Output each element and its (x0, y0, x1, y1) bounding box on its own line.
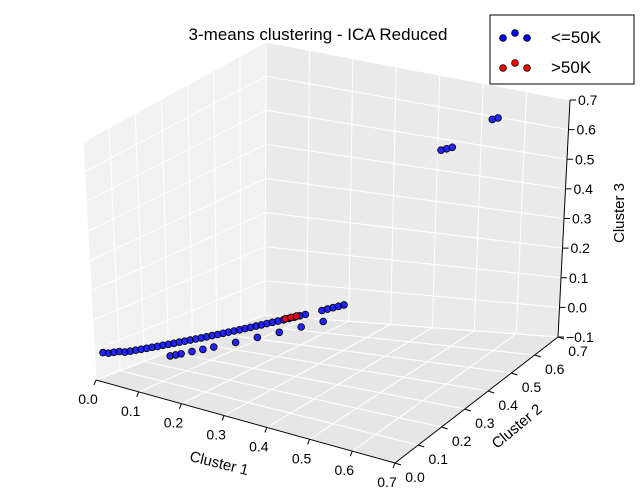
x-tick-label: 0.1 (121, 403, 141, 419)
scatter-points (99, 114, 502, 360)
z-gridline (90, 212, 563, 292)
z-tick-label: 0.5 (575, 151, 595, 167)
y-tick-label: 0.2 (452, 433, 472, 449)
z-tick-label: 0.6 (577, 122, 597, 138)
data-point-le50k (340, 301, 348, 309)
y-tick-label: 0.5 (522, 379, 542, 395)
x-axis-ticks: 0.0 0.1 0.2 0.3 0.4 0.5 0.6 0.7 (78, 379, 397, 490)
legend-label: >50K (551, 58, 592, 77)
x-tick-mark (93, 379, 97, 386)
data-point-le50k (210, 343, 218, 351)
x-tick-mark (349, 450, 353, 457)
y-tick-label: 0.1 (429, 451, 449, 467)
y-axis-ticks: 0.00.10.20.30.40.50.60.7 (394, 336, 588, 485)
back-right-pane (265, 42, 570, 337)
x-tick-label: 0.0 (78, 391, 98, 407)
y-tick-mark (394, 462, 402, 466)
z-axis-label: Cluster 3 (611, 183, 628, 243)
data-point-le50k (177, 349, 185, 358)
x-tick-label: 0.7 (377, 474, 397, 490)
data-point-le50k (275, 328, 284, 337)
data-point-le50k (448, 143, 457, 152)
x-tick-label: 0.2 (164, 415, 184, 431)
y-tick-mark (487, 390, 495, 394)
z-tick-label: 0.7 (578, 92, 598, 108)
z-tick-label: 0.2 (571, 240, 591, 256)
chart-title: 3-means clustering - ICA Reduced (189, 25, 448, 44)
z-tick-label: −0.1 (566, 329, 594, 345)
z-tick-label: 0.3 (572, 211, 592, 227)
data-point-le50k (319, 317, 328, 326)
legend-marker (523, 34, 531, 42)
z-gridline (82, 41, 571, 143)
z-gridline (87, 143, 566, 232)
axis-panes (83, 42, 570, 463)
y-tick-label: 0.6 (545, 361, 565, 377)
legend-marker (523, 64, 531, 72)
x-axis-line (95, 379, 396, 464)
legend-items: <=50K >50K (499, 28, 602, 77)
z-axis-ticks: −0.1 0.0 0.1 0.2 0.3 0.4 0.5 0.6 0.7 (558, 92, 598, 345)
z-gridline (89, 177, 565, 262)
x-tick-mark (136, 391, 140, 398)
y-tick-label: 0.4 (498, 397, 518, 413)
z-gridline (92, 246, 562, 321)
y-tick-label: 0.7 (568, 343, 588, 359)
data-point-gt50k (292, 312, 301, 320)
legend-marker (499, 34, 507, 42)
z-gridline (84, 75, 569, 173)
x-tick-label: 0.6 (335, 462, 355, 478)
x-tick-mark (178, 403, 182, 409)
data-point-le50k (231, 338, 240, 347)
legend: <=50K >50K (489, 14, 635, 85)
x-tick-mark (307, 439, 311, 445)
z-gridline (86, 109, 568, 202)
x-tick-mark (221, 415, 225, 421)
back-left-pane (83, 42, 266, 380)
data-point-le50k (297, 323, 306, 331)
legend-marker (511, 59, 519, 67)
z-gridline (94, 280, 560, 351)
x-tick-label: 0.4 (249, 438, 269, 454)
y-tick-mark (464, 408, 472, 412)
data-point-le50k (188, 347, 196, 356)
data-point-le50k (253, 333, 262, 342)
data-point-le50k (199, 345, 207, 354)
z-tick-label: 0.4 (574, 181, 594, 197)
data-point-le50k (494, 114, 502, 122)
y-tick-mark (511, 372, 518, 376)
x-tick-mark (264, 427, 268, 433)
y-tick-mark (441, 426, 448, 430)
y-axis-line (394, 336, 559, 464)
x-tick-mark (392, 462, 396, 469)
y-tick-mark (534, 354, 541, 358)
legend-box (489, 14, 635, 85)
legend-marker (499, 64, 507, 72)
legend-label: <=50K (551, 28, 602, 47)
data-point-le50k (301, 310, 310, 319)
z-tick-label: 0.0 (568, 299, 588, 315)
legend-marker (511, 29, 519, 37)
x-tick-label: 0.5 (292, 450, 312, 466)
x-tick-label: 0.3 (206, 427, 226, 443)
y-tick-label: 0.3 (475, 415, 495, 431)
z-gridline (95, 314, 559, 381)
y-tick-mark (418, 444, 425, 448)
y-tick-label: 0.0 (405, 469, 425, 485)
x-axis-label: Cluster 1 (188, 448, 250, 479)
z-tick-label: 0.1 (569, 270, 589, 286)
